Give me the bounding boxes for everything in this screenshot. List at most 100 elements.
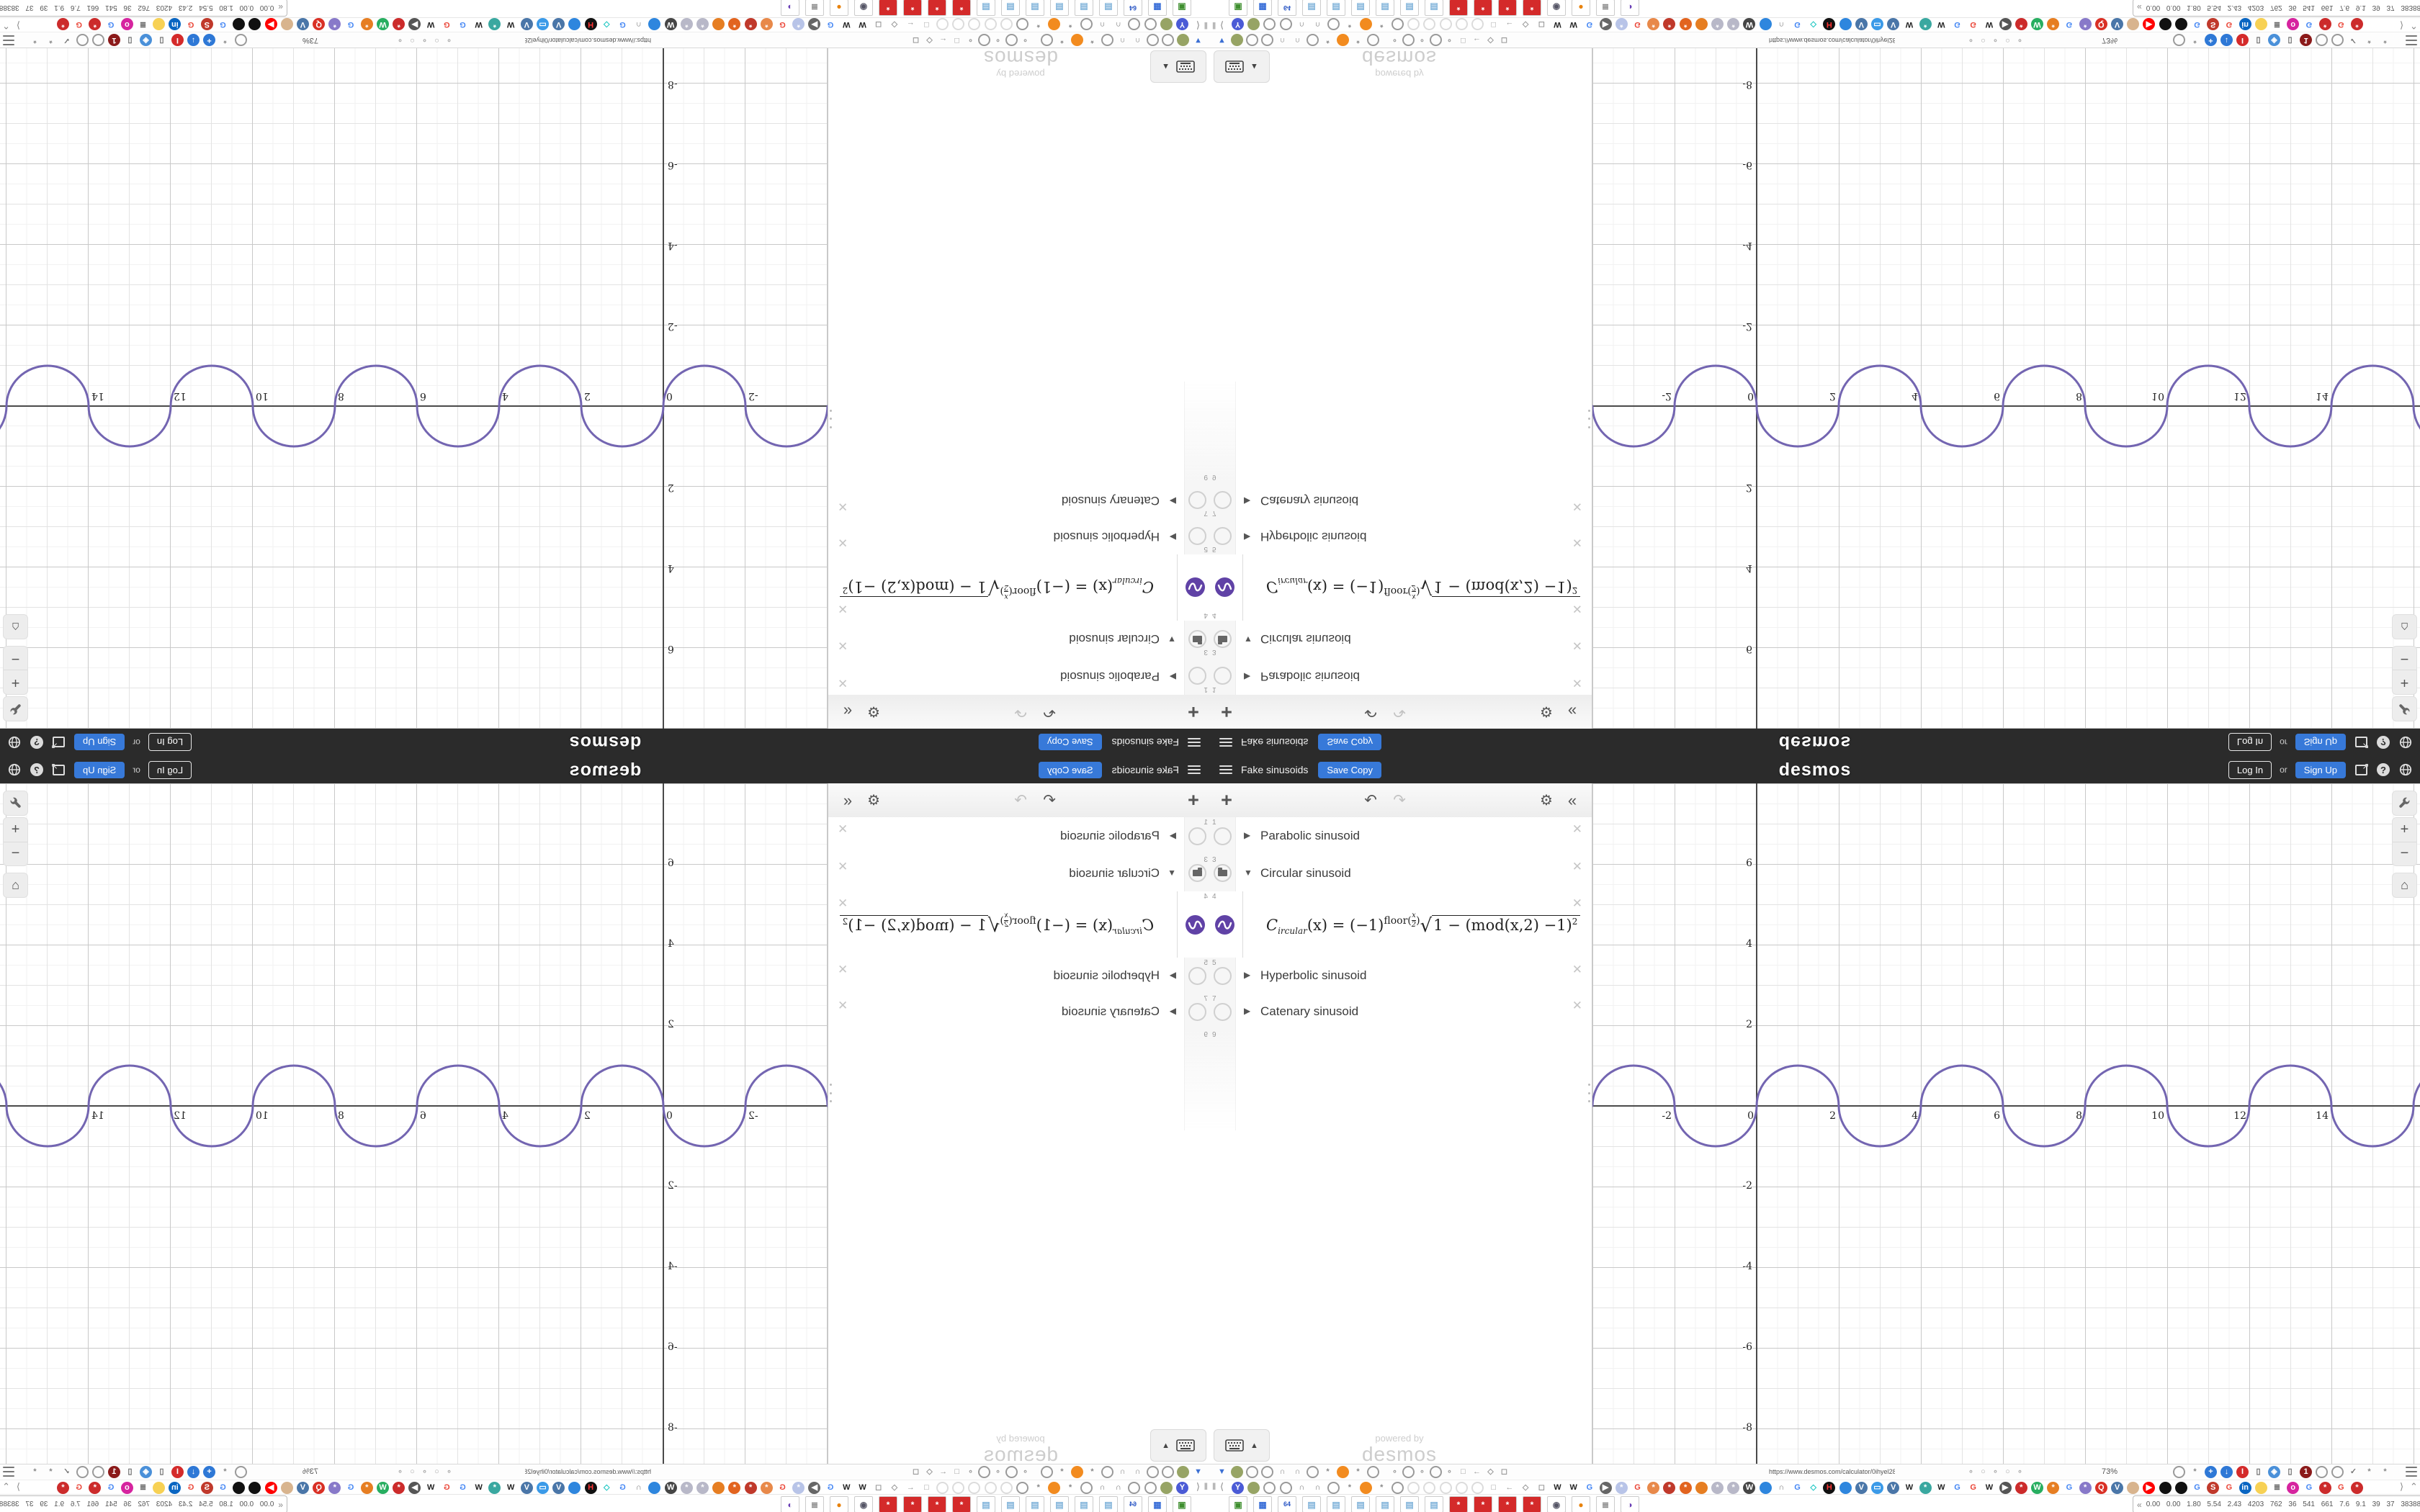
folder-row[interactable]: 3 ▼ Circular sinusoid ✕ <box>1210 855 1592 892</box>
browser-menu-icon[interactable] <box>2406 35 2417 45</box>
toolbar-mid-icon[interactable]: ◻ <box>912 1467 920 1476</box>
toolbar-extension-icon[interactable] <box>1071 34 1083 46</box>
browser-tab[interactable]: G <box>1794 20 1801 29</box>
browser-tab[interactable]: G <box>1586 1483 1593 1492</box>
toolbar-extension-icon[interactable]: ∩ <box>1119 1467 1126 1476</box>
browser-tab[interactable]: * <box>744 1482 757 1494</box>
toolbar-mid-icon[interactable]: ∘ <box>968 36 973 45</box>
expression-latex[interactable]: Circular(x) = (−1)floor(x 2)√1 − (mod(x,2… <box>839 912 1154 937</box>
panel-resize-handle[interactable] <box>829 410 832 428</box>
browser-tab[interactable]: * <box>680 18 693 30</box>
browser-tab[interactable]: * <box>2079 18 2092 30</box>
taskbar-app-tile[interactable]: ▤ <box>1001 0 1020 16</box>
folder-title[interactable]: Hyperbolic sinusoid <box>1260 968 1367 982</box>
browser-tab[interactable]: G <box>619 1483 626 1492</box>
taskbar-app-tile[interactable]: * <box>928 1496 946 1512</box>
browser-tab[interactable]: * <box>488 18 501 30</box>
browser-tab[interactable] <box>1128 1482 1141 1494</box>
graph-title[interactable]: Fake sinusoids <box>1241 737 1309 748</box>
toolbar-action-icon[interactable]: ▯ <box>2256 1467 2261 1476</box>
toolbar-action-icon[interactable] <box>2331 34 2344 46</box>
browser-tab[interactable] <box>984 18 997 30</box>
toolbar-dot-icon[interactable]: ∘ <box>398 1467 403 1476</box>
chevron-right-icon[interactable]: ▶ <box>1169 830 1176 840</box>
toolbar-extension-icon[interactable]: ∩ <box>1279 1467 1286 1476</box>
browser-tab[interactable] <box>2174 1482 2187 1494</box>
browser-tab[interactable]: ▶ <box>264 18 277 30</box>
taskbar-app-tile[interactable]: ▣ <box>1173 0 1191 16</box>
browser-tab[interactable]: * <box>2079 1482 2092 1494</box>
browser-tab[interactable] <box>1327 1482 1340 1494</box>
browser-tab[interactable] <box>1263 18 1276 30</box>
browser-tab[interactable]: * <box>328 1482 341 1494</box>
toolbar-action-icon[interactable]: ◈ <box>2268 34 2280 46</box>
browser-tab[interactable]: * <box>1068 20 1072 29</box>
undo-button[interactable]: ↶ <box>1043 703 1056 720</box>
browser-tab[interactable] <box>2127 18 2140 30</box>
browser-tab[interactable]: G <box>1634 1483 1641 1492</box>
toolbar-mid-icon[interactable] <box>1430 34 1442 46</box>
tab-scroll-right-icon[interactable]: ⟩ <box>2400 20 2404 31</box>
browser-tab[interactable] <box>248 18 261 30</box>
taskbar-app-tile[interactable]: ▦ <box>1253 0 1272 16</box>
toolbar-extension-icon[interactable]: ▼ <box>1218 1467 1226 1476</box>
toolbar-extension-icon[interactable]: ∩ <box>1294 36 1301 45</box>
browser-tab[interactable] <box>1160 1482 1173 1494</box>
taskbar-app-tile[interactable]: ◑ <box>1621 1496 1639 1512</box>
taskbar-app-tile[interactable]: ◑ <box>1621 0 1639 16</box>
taskbar-app-tile[interactable]: ▤ <box>1400 1496 1419 1512</box>
ticker-chevron-icon[interactable]: « <box>2137 2 2142 13</box>
toolbar-extension-icon[interactable] <box>1177 34 1189 46</box>
browser-tab[interactable]: * <box>89 1482 102 1494</box>
browser-tab[interactable]: ▶ <box>408 1482 421 1494</box>
browser-tab[interactable]: ◇ <box>1522 20 1529 29</box>
browser-tab[interactable]: H <box>1823 18 1836 30</box>
folder-toggle-circle-icon[interactable] <box>1214 864 1232 882</box>
delete-row-icon[interactable]: ✕ <box>838 536 848 549</box>
graph-settings-wrench-button[interactable] <box>3 696 28 721</box>
list-settings-gear-icon[interactable]: ⚙ <box>867 703 880 719</box>
toolbar-action-icon[interactable] <box>76 34 89 46</box>
browser-tab[interactable]: * <box>1380 1483 1384 1492</box>
chevron-right-icon[interactable]: ▶ <box>1244 970 1251 980</box>
browser-tab[interactable] <box>2159 18 2172 30</box>
browser-tab[interactable]: G <box>76 1483 82 1492</box>
taskbar-app-tile[interactable]: * <box>952 0 971 16</box>
folder-title[interactable]: Circular sinusoid <box>1069 632 1160 647</box>
tab-scroll-left-icon[interactable]: ⟨ <box>1220 1481 1224 1492</box>
empty-expression-row[interactable]: 9 <box>1210 1030 1592 1130</box>
url-text[interactable]: https://www.desmos.com/calculator/0ihyel… <box>1769 1468 1895 1475</box>
browser-tab[interactable]: W <box>664 18 677 30</box>
delete-row-icon[interactable]: ✕ <box>1572 999 1582 1012</box>
browser-tab[interactable]: * <box>696 18 709 30</box>
sign-up-button[interactable]: Sign Up <box>2295 761 2346 778</box>
browser-tab[interactable]: G <box>2305 1483 2313 1492</box>
toolbar-dot-icon[interactable]: ∘ <box>1968 1467 1973 1476</box>
taskbar-app-tile[interactable]: * <box>928 0 946 16</box>
browser-tab[interactable] <box>568 1482 581 1494</box>
browser-tab[interactable]: * <box>1036 20 1040 29</box>
taskbar-app-tile[interactable]: 64 <box>1124 0 1142 16</box>
browser-tab[interactable]: ∩ <box>1314 20 1321 29</box>
folder-toggle-circle-icon[interactable] <box>1214 491 1232 510</box>
folder-row[interactable]: 5 ▶ Hyperbolic sinusoid ✕ <box>828 518 1210 554</box>
ticker-chevron-icon[interactable]: « <box>278 1499 283 1510</box>
toolbar-mid-icon[interactable] <box>978 34 990 46</box>
browser-tab[interactable]: ∩ <box>1115 1483 1121 1492</box>
taskbar-app-tile[interactable]: ◑ <box>781 1496 799 1512</box>
toolbar-action-icon[interactable] <box>235 34 247 46</box>
toolbar-extension-icon[interactable] <box>1337 1466 1349 1478</box>
toolbar-mid-icon[interactable]: ∘ <box>1023 36 1028 45</box>
delete-row-icon[interactable]: ✕ <box>1572 963 1582 976</box>
browser-tab[interactable]: G <box>444 20 450 29</box>
taskbar-app-tile[interactable]: ▦ <box>1148 0 1167 16</box>
expression-color-icon[interactable] <box>1215 577 1234 598</box>
browser-tab[interactable]: W <box>859 1483 866 1492</box>
browser-tab[interactable] <box>1080 18 1093 30</box>
tab-scroll-left-icon[interactable]: ⟨ <box>1220 20 1224 31</box>
browser-tab[interactable] <box>1279 18 1292 30</box>
toolbar-extension-icon[interactable] <box>1367 1466 1379 1478</box>
browser-tab[interactable]: Y <box>1176 18 1188 30</box>
toolbar-extension-icon[interactable] <box>1147 1466 1159 1478</box>
chevron-right-icon[interactable]: ▶ <box>1244 496 1251 506</box>
